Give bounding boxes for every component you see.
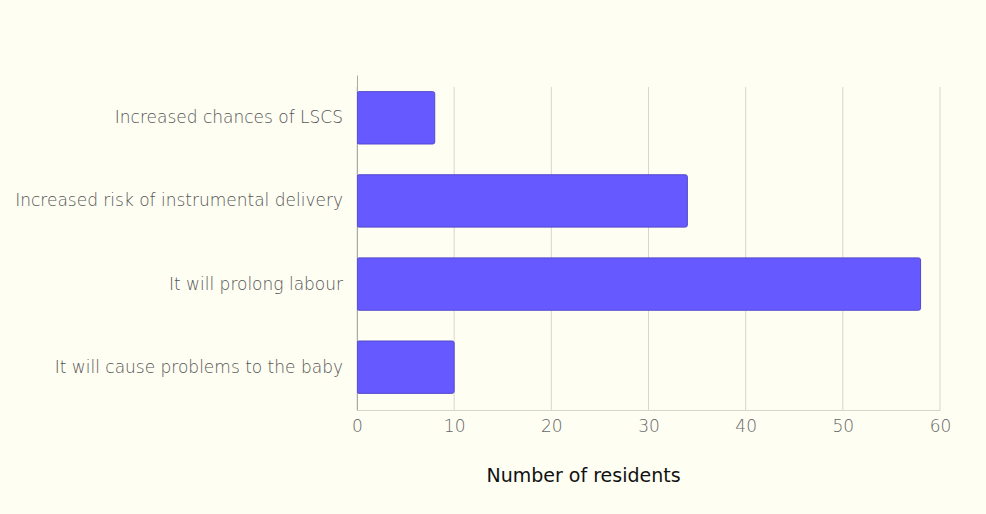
x-tick: 30 — [638, 410, 660, 436]
y-tick-label: Increased chances of LSCS — [115, 107, 343, 127]
x-tick: 10 — [444, 410, 466, 436]
grid-line — [745, 87, 746, 410]
x-tick-label: 60 — [930, 416, 952, 436]
chart: 0102030405060Increased chances of LSCSIn… — [0, 0, 986, 514]
background — [0, 0, 986, 514]
x-axis: 0 10 20 30 40 50 60 — [352, 410, 951, 436]
grid — [357, 87, 940, 410]
grid-line — [551, 87, 552, 410]
y-tick: It will cause problems to the baby — [55, 357, 357, 377]
bar — [357, 175, 687, 227]
y-tick-label: It will prolong labour — [169, 274, 343, 294]
grid-line — [648, 87, 649, 410]
bar — [357, 258, 921, 310]
bar — [357, 341, 454, 393]
y-tick: Increased risk of instrumental delivery — [15, 190, 357, 210]
x-tick-label: 50 — [833, 416, 855, 436]
x-tick-label: 20 — [541, 416, 563, 436]
x-tick: 60 — [930, 410, 952, 436]
x-axis-line — [358, 410, 941, 411]
x-tick: 0 — [352, 410, 363, 436]
bars — [357, 92, 921, 394]
x-tick-label: 0 — [352, 416, 363, 436]
x-tick: 20 — [541, 410, 563, 436]
grid-line — [940, 87, 941, 410]
x-tick: 40 — [735, 410, 757, 436]
x-tick-label: 10 — [444, 416, 466, 436]
y-tick-label: It will cause problems to the baby — [55, 357, 343, 377]
x-tick-label: 40 — [735, 416, 757, 436]
x-tick-label: 30 — [638, 416, 660, 436]
y-tick: Increased chances of LSCS — [115, 107, 357, 127]
bar — [357, 92, 435, 144]
x-axis-title: Number of residents — [486, 464, 680, 486]
grid-line — [842, 87, 843, 410]
y-tick: It will prolong labour — [169, 274, 357, 294]
y-axis: Increased chances of LSCS Increased risk … — [15, 76, 357, 411]
x-tick: 50 — [833, 410, 855, 436]
y-tick-label: Increased risk of instrumental delivery — [15, 190, 343, 210]
